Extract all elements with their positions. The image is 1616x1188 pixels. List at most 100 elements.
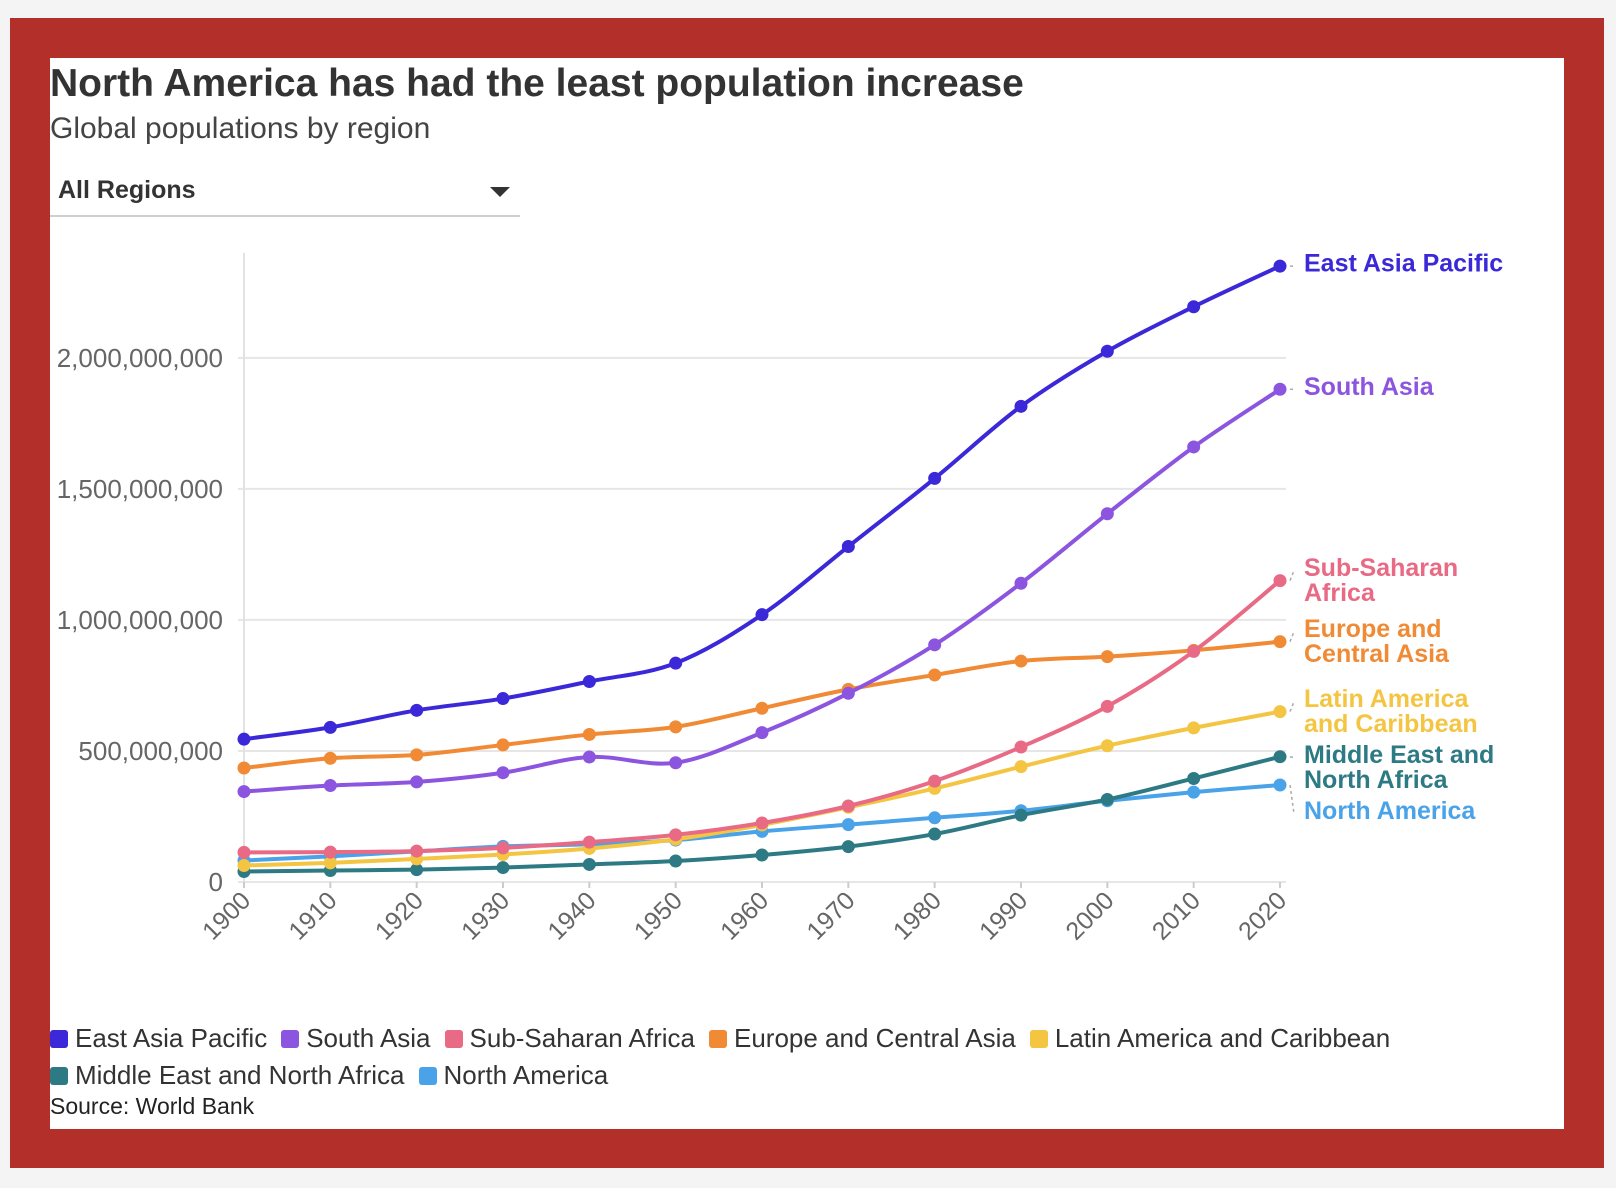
data-point-south-asia xyxy=(841,686,855,700)
data-point-east-asia-pacific xyxy=(1187,300,1201,314)
end-label-connector xyxy=(1289,784,1295,814)
data-point-sub-saharan-africa xyxy=(496,841,510,855)
source-note: Source: World Bank xyxy=(50,1093,255,1119)
y-tick-label: 500,000,000 xyxy=(78,736,223,766)
data-point-middle-east-and-north-africa xyxy=(496,861,510,875)
data-point-south-asia xyxy=(1100,507,1114,521)
x-tick-label: 1990 xyxy=(974,886,1033,945)
data-point-latin-america-and-caribbean xyxy=(1014,760,1028,774)
chevron-down-icon[interactable] xyxy=(490,187,510,197)
end-label-europe-and-central-asia: Europe and xyxy=(1304,615,1442,643)
end-label-connector xyxy=(1289,631,1295,642)
legend-swatch xyxy=(281,1029,300,1048)
x-tick-label: 1970 xyxy=(801,886,860,945)
x-tick-label: 1920 xyxy=(370,886,429,945)
end-label-middle-east-and-north-africa: Middle East and xyxy=(1304,741,1494,769)
chart-card: North America has had the least populati… xyxy=(50,58,1564,1129)
y-tick-label: 2,000,000,000 xyxy=(57,343,223,373)
y-tick-label: 1,500,000,000 xyxy=(57,474,223,504)
end-label-east-asia-pacific: East Asia Pacific xyxy=(1304,250,1503,278)
data-point-sub-saharan-africa xyxy=(1187,644,1201,658)
legend-label: East Asia Pacific xyxy=(75,1023,268,1053)
y-tick-label: 1,000,000,000 xyxy=(57,605,223,635)
data-point-sub-saharan-africa xyxy=(1014,740,1028,754)
end-label-connector xyxy=(1289,755,1295,759)
data-point-south-asia xyxy=(496,766,510,780)
legend-item-sub-saharan-africa[interactable]: Sub-Saharan Africa xyxy=(444,1023,695,1054)
data-point-sub-saharan-africa xyxy=(1273,574,1287,588)
data-point-middle-east-and-north-africa xyxy=(755,848,769,862)
chart-subtitle: Global populations by region xyxy=(50,112,431,145)
end-label-sub-saharan-africa: Sub-Saharan xyxy=(1304,554,1458,582)
data-point-middle-east-and-north-africa xyxy=(841,840,855,854)
x-tick-label: 1940 xyxy=(542,886,601,945)
end-label-latin-america-and-caribbean: Latin America xyxy=(1304,685,1470,713)
data-point-east-asia-pacific xyxy=(496,692,510,706)
legend-item-latin-america-and-caribbean[interactable]: Latin America and Caribbean xyxy=(1029,1023,1391,1054)
data-point-middle-east-and-north-africa xyxy=(1273,750,1287,764)
data-point-south-asia xyxy=(1273,382,1287,396)
data-point-south-asia xyxy=(582,750,596,764)
x-tick-label: 2020 xyxy=(1233,886,1292,945)
legend-item-north-america[interactable]: North America xyxy=(418,1060,608,1091)
data-point-europe-and-central-asia xyxy=(928,668,942,682)
chart-legend: East Asia Pacific South Asia Sub-Saharan A… xyxy=(50,1023,1490,1097)
end-label-middle-east-and-north-africa: North Africa xyxy=(1304,766,1449,794)
data-point-middle-east-and-north-africa xyxy=(669,854,683,868)
legend-label: Sub-Saharan Africa xyxy=(469,1023,695,1053)
data-point-sub-saharan-africa xyxy=(410,844,424,858)
legend-item-europe-and-central-asia[interactable]: Europe and Central Asia xyxy=(708,1023,1016,1054)
legend-swatch xyxy=(50,1066,68,1085)
data-point-north-america xyxy=(1187,785,1201,799)
data-point-sub-saharan-africa xyxy=(582,835,596,849)
data-point-south-asia xyxy=(1187,440,1201,454)
data-point-east-asia-pacific xyxy=(1100,344,1114,358)
data-point-east-asia-pacific xyxy=(841,540,855,554)
data-point-sub-saharan-africa xyxy=(755,816,769,830)
data-point-east-asia-pacific xyxy=(237,732,251,746)
data-point-middle-east-and-north-africa xyxy=(1014,808,1028,822)
data-point-europe-and-central-asia xyxy=(496,738,510,752)
data-point-east-asia-pacific xyxy=(928,471,942,485)
data-point-sub-saharan-africa xyxy=(928,774,942,788)
data-point-middle-east-and-north-africa xyxy=(1187,771,1201,785)
legend-item-middle-east-and-north-africa[interactable]: Middle East and North Africa xyxy=(50,1060,405,1091)
y-tick-label: 0 xyxy=(209,867,223,897)
end-label-sub-saharan-africa: Africa xyxy=(1304,579,1376,607)
data-point-latin-america-and-caribbean xyxy=(323,856,337,870)
data-point-north-america xyxy=(841,818,855,832)
data-point-europe-and-central-asia xyxy=(323,751,337,765)
data-point-north-america xyxy=(928,811,942,825)
region-select[interactable]: All Regions xyxy=(50,170,520,217)
data-point-east-asia-pacific xyxy=(410,703,424,717)
end-label-connector xyxy=(1289,570,1295,581)
data-point-europe-and-central-asia xyxy=(237,761,251,775)
legend-item-east-asia-pacific[interactable]: East Asia Pacific xyxy=(50,1023,267,1054)
data-point-europe-and-central-asia xyxy=(1100,650,1114,664)
data-point-europe-and-central-asia xyxy=(410,748,424,762)
line-chart: 0 500,000,000 1,000,000,000 1,500,000,000 2,… xyxy=(57,250,1504,946)
x-tick-label: 1960 xyxy=(715,886,774,945)
data-point-sub-saharan-africa xyxy=(841,799,855,813)
data-point-east-asia-pacific xyxy=(755,608,769,622)
legend-label: Latin America and Caribbean xyxy=(1054,1023,1391,1053)
legend-swatch xyxy=(50,1029,68,1048)
end-label-north-america: North America xyxy=(1304,797,1476,825)
data-point-latin-america-and-caribbean xyxy=(1187,721,1201,735)
end-label-south-asia: South Asia xyxy=(1304,373,1435,401)
data-point-south-asia xyxy=(1014,576,1028,590)
x-tick-label: 1910 xyxy=(283,886,342,945)
data-point-south-asia xyxy=(410,775,424,789)
data-point-sub-saharan-africa xyxy=(237,845,251,859)
data-point-middle-east-and-north-africa xyxy=(410,863,424,877)
data-point-middle-east-and-north-africa xyxy=(582,857,596,871)
data-point-sub-saharan-africa xyxy=(669,828,683,842)
end-label-connector xyxy=(1289,701,1295,712)
x-tick-label: 1950 xyxy=(629,886,688,945)
x-tick-label: 1930 xyxy=(456,886,515,945)
data-point-middle-east-and-north-africa xyxy=(1100,792,1114,806)
data-point-europe-and-central-asia xyxy=(669,720,683,734)
data-point-south-asia xyxy=(669,756,683,770)
legend-item-south-asia[interactable]: South Asia xyxy=(281,1023,431,1054)
end-label-latin-america-and-caribbean: and Caribbean xyxy=(1304,710,1478,738)
